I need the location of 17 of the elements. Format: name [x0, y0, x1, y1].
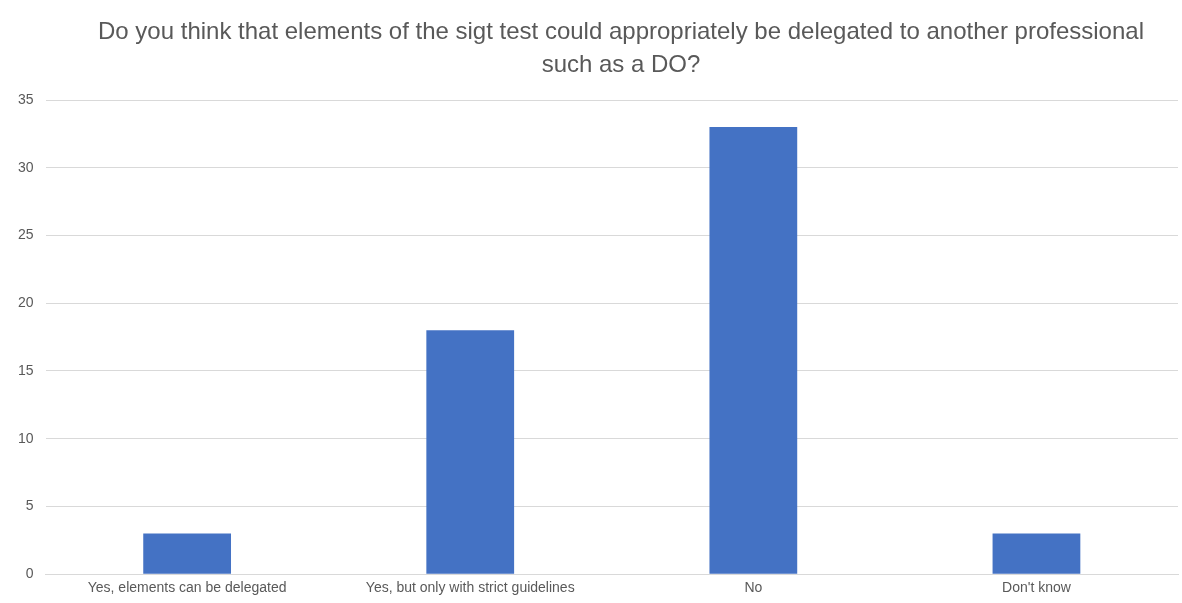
y-tick-label: 10 [17, 429, 34, 446]
y-tick-label: 35 [17, 90, 34, 107]
x-tick-label: Don't know [1002, 579, 1072, 596]
y-tick-label: 20 [17, 294, 34, 311]
bar [426, 330, 515, 574]
y-tick-label: 5 [25, 497, 34, 514]
chart-title: Do you think that elements of the sigt test could appropriately be delegated to another professional such as a DO? [97, 16, 1145, 79]
x-tick-label: Yes, but only with strict guidelines [365, 579, 575, 596]
bar [709, 127, 798, 574]
y-tick-label: 15 [17, 361, 34, 378]
y-tick-label: 30 [17, 158, 34, 175]
bar [992, 533, 1081, 574]
y-tick-label: 0 [25, 565, 34, 582]
y-tick-label: 25 [17, 226, 34, 243]
x-tick-label: No [744, 579, 763, 596]
bar [143, 533, 232, 574]
x-tick-label: Yes, elements can be delegated [87, 579, 287, 596]
